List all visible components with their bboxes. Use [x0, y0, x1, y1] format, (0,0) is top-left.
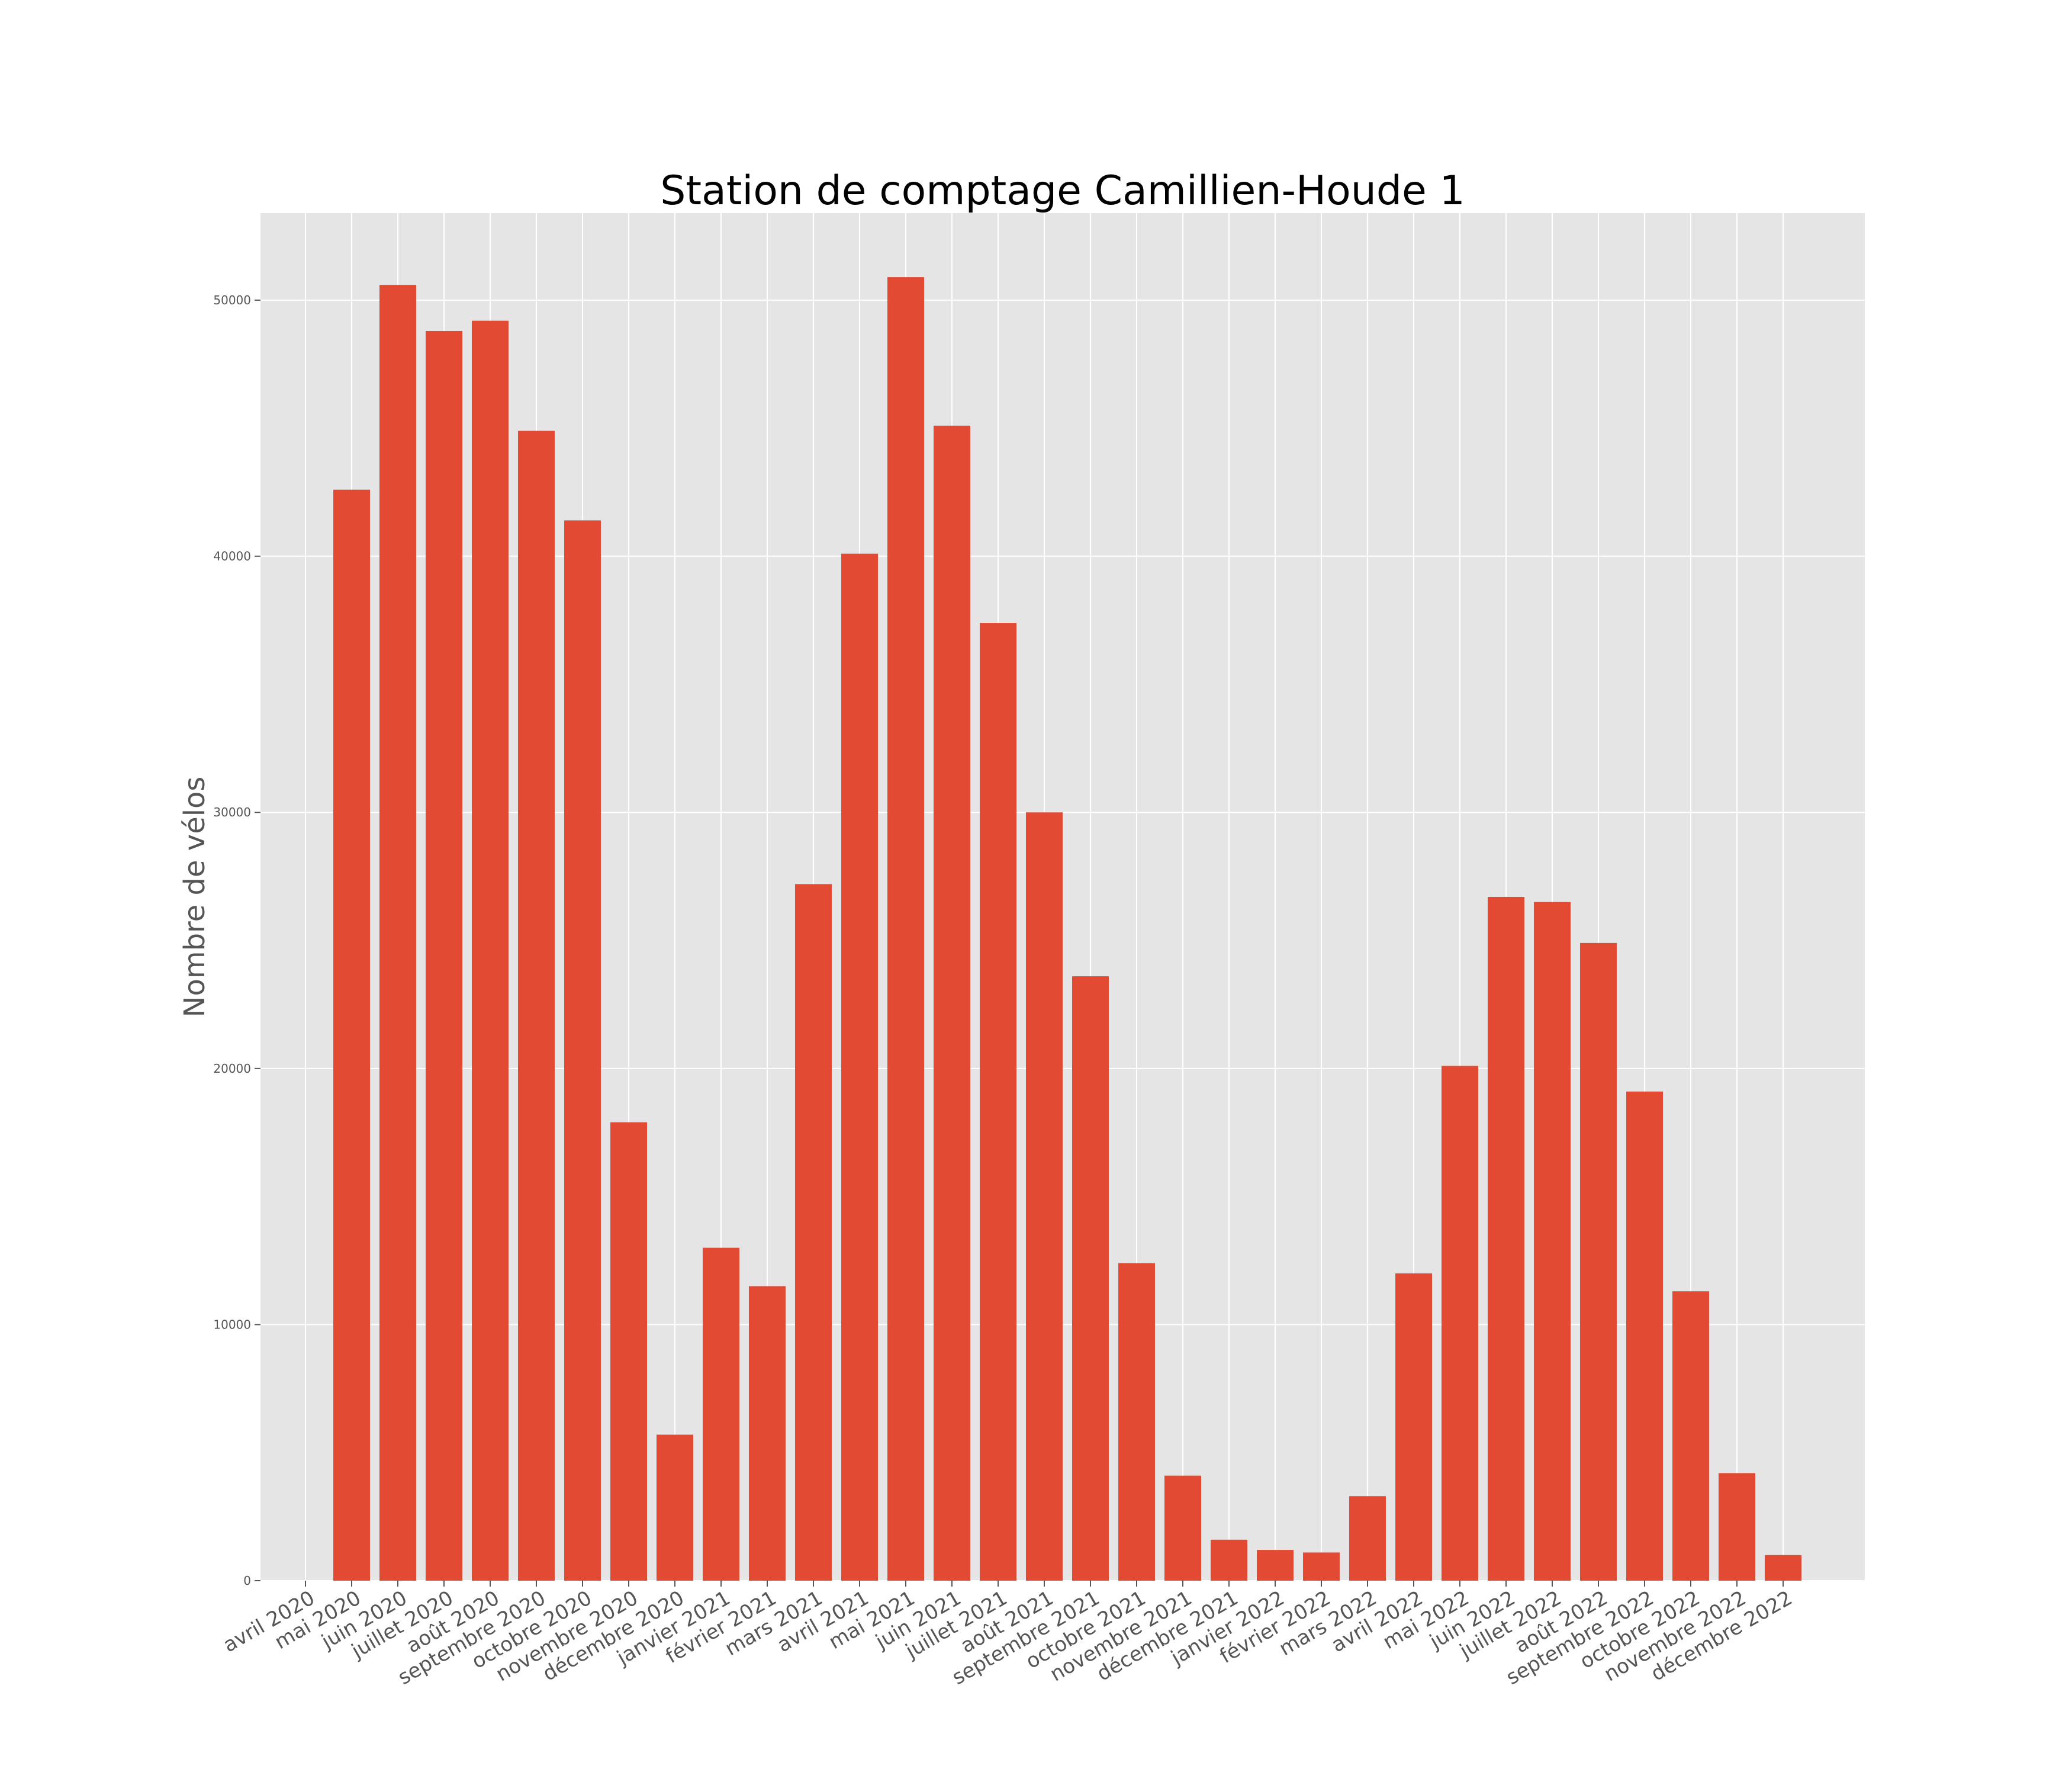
y-axis: 0 10000 20000 30000 40000 50000	[213, 293, 260, 1588]
bar	[1164, 1475, 1201, 1581]
bar	[1626, 1091, 1663, 1581]
bar	[1442, 1066, 1478, 1581]
bar	[472, 320, 509, 1581]
bar	[1719, 1473, 1755, 1581]
bar	[795, 884, 832, 1581]
bar	[1580, 942, 1617, 1581]
chart-title: Station de comptage Camillien-Houde 1	[660, 168, 1465, 214]
y-tick-label: 10000	[213, 1317, 251, 1331]
bar	[1211, 1539, 1247, 1581]
bar	[841, 554, 878, 1581]
bar	[1488, 897, 1524, 1581]
bar	[1534, 902, 1571, 1581]
bar	[1765, 1555, 1801, 1581]
y-tick-label: 50000	[213, 293, 251, 307]
bar	[657, 1434, 693, 1581]
bar	[934, 426, 970, 1581]
bar	[1072, 976, 1109, 1581]
bar	[610, 1122, 647, 1581]
bar	[1026, 812, 1063, 1581]
bar	[1395, 1273, 1432, 1581]
bar	[1257, 1550, 1294, 1581]
bar	[1672, 1291, 1709, 1581]
bar	[1349, 1496, 1386, 1581]
bar	[1118, 1263, 1155, 1581]
bar	[980, 623, 1016, 1581]
y-tick-label: 30000	[213, 805, 251, 819]
bar	[333, 490, 370, 1581]
bar	[887, 277, 924, 1581]
bar	[564, 520, 601, 1581]
bar	[749, 1286, 786, 1581]
bar	[426, 330, 462, 1581]
bar	[518, 430, 555, 1581]
bars-group	[333, 277, 1801, 1581]
bar	[703, 1247, 739, 1581]
bar	[1303, 1552, 1340, 1581]
y-tick-label: 40000	[213, 549, 251, 564]
y-axis-label: Nombre de vélos	[178, 777, 211, 1018]
y-tick-label: 0	[243, 1574, 251, 1588]
y-tick-label: 20000	[213, 1061, 251, 1076]
bar	[379, 285, 416, 1581]
